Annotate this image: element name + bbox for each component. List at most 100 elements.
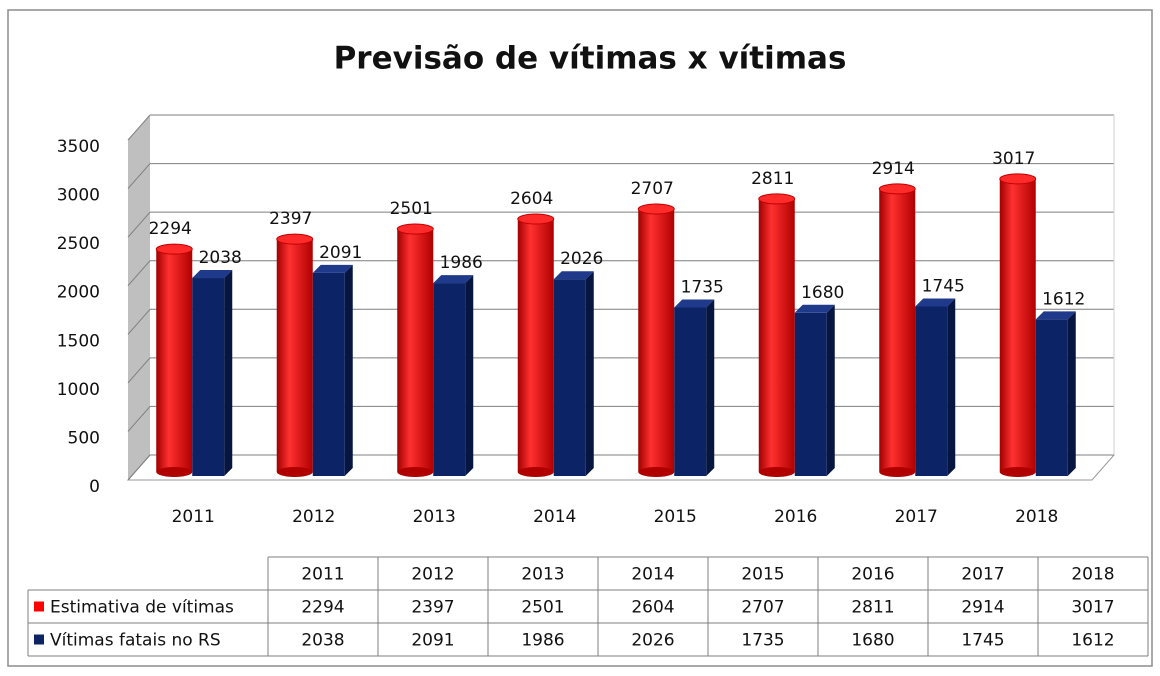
table-cell: 1735 (741, 631, 784, 651)
bar-cylinder (758, 198, 795, 472)
y-tick-label: 1000 (57, 380, 100, 400)
bar-cylinder-base (638, 467, 675, 477)
y-tick-label: 2000 (57, 283, 100, 303)
grid-line-side (127, 308, 151, 335)
data-label: 3017 (992, 149, 1035, 169)
bar-box (312, 272, 345, 476)
bar-box-top (794, 304, 835, 313)
bar-cylinder-top (396, 223, 434, 235)
table-header: 2013 (521, 565, 564, 585)
bar-cylinder-base (758, 467, 795, 477)
table-cell: 2026 (631, 631, 674, 651)
bar-box (553, 279, 586, 476)
bar-cylinder-top (155, 243, 193, 255)
bar-cylinder (517, 219, 554, 472)
bar-box (1035, 319, 1068, 476)
bar-box (192, 278, 225, 476)
bar-cylinder-base (156, 467, 193, 477)
bar-box (794, 312, 827, 476)
table-header: 2011 (301, 565, 344, 585)
y-tick-label: 1500 (57, 331, 100, 351)
bar-box-top (915, 298, 956, 307)
side-wall (128, 115, 150, 480)
table-cell: 2604 (631, 598, 674, 618)
legend-swatch (34, 601, 44, 612)
bar-cylinder (638, 209, 675, 472)
bar-cylinder (156, 249, 193, 472)
x-tick-label: 2016 (774, 507, 817, 527)
bar-cylinder (276, 239, 313, 472)
x-tick-label: 2013 (413, 507, 456, 527)
x-tick-label: 2018 (1015, 507, 1058, 527)
legend-swatch (34, 634, 44, 645)
table-header: 2012 (411, 565, 454, 585)
table-cell: 2914 (961, 598, 1004, 618)
table-header: 2017 (961, 565, 1004, 585)
bar-box-top (674, 299, 715, 308)
table-cell: 2811 (851, 598, 894, 618)
data-label: 2091 (319, 243, 362, 263)
grid-line-side (127, 357, 151, 384)
table-cell: 2038 (301, 631, 344, 651)
bar-box (674, 307, 707, 476)
data-label: 2038 (199, 248, 242, 268)
data-label: 2397 (269, 209, 312, 229)
bar-cylinder (999, 178, 1036, 473)
data-label: 2914 (872, 159, 915, 179)
table-header: 2018 (1071, 565, 1114, 585)
bar-box-top (1035, 311, 1076, 320)
table-cell: 1612 (1071, 631, 1114, 651)
bar-cylinder-base (517, 467, 554, 477)
bar-cylinder (879, 188, 916, 472)
bar-box-side (224, 270, 233, 476)
grid-line-side (127, 406, 151, 432)
table-cell: 2707 (741, 598, 784, 618)
grid-line-side (127, 260, 151, 287)
data-label: 1612 (1042, 289, 1085, 309)
grid-line-side (127, 454, 151, 481)
x-tick-label: 2011 (172, 507, 215, 527)
bar-cylinder-base (397, 467, 434, 477)
bar-box-side (465, 275, 474, 476)
table-cell: 1745 (961, 631, 1004, 651)
y-tick-label: 3000 (57, 186, 100, 206)
y-tick-label: 2500 (57, 234, 100, 254)
table-cell: 1986 (521, 631, 564, 651)
x-tick-label: 2014 (533, 507, 576, 527)
data-label: 2501 (390, 199, 433, 219)
bar-cylinder-top (999, 173, 1037, 185)
bar-cylinder-top (276, 233, 314, 245)
bar-cylinder-base (999, 467, 1036, 477)
table-cell: 3017 (1071, 598, 1114, 618)
bar-box-side (706, 299, 715, 476)
bar-box-side (585, 271, 594, 476)
bar-box-side (826, 304, 835, 476)
bar-cylinder-top (517, 213, 555, 225)
bar-box-side (1067, 311, 1076, 476)
x-tick-label: 2012 (292, 507, 335, 527)
y-tick-label: 3500 (57, 137, 100, 157)
data-label: 2294 (149, 219, 192, 239)
bar-box-top (312, 264, 353, 273)
table-header: 2016 (851, 565, 894, 585)
bar-cylinder (397, 229, 434, 472)
grid-line-side (127, 163, 151, 189)
table-cell: 2501 (521, 598, 564, 618)
bar-cylinder-top (637, 203, 675, 215)
bar-box-top (433, 275, 474, 284)
y-tick-label: 500 (68, 428, 100, 448)
bar-box (433, 283, 466, 476)
data-label: 2604 (510, 189, 553, 209)
bar-cylinder-top (878, 183, 916, 195)
legend-label: Estimativa de vítimas (50, 598, 234, 618)
data-label: 2026 (560, 249, 603, 269)
bar-box-side (947, 298, 956, 476)
plot: 0 500 1000 1500 2000 2500 3000 3500 2011 2294 2038… (27, 114, 1149, 657)
grid-line-side (127, 211, 151, 238)
floor (126, 454, 1116, 481)
table-cell: 2091 (411, 631, 454, 651)
x-tick-label: 2017 (895, 507, 938, 527)
bar-box (915, 306, 948, 476)
bar-box-side (344, 264, 353, 476)
table-cell: 2397 (411, 598, 454, 618)
